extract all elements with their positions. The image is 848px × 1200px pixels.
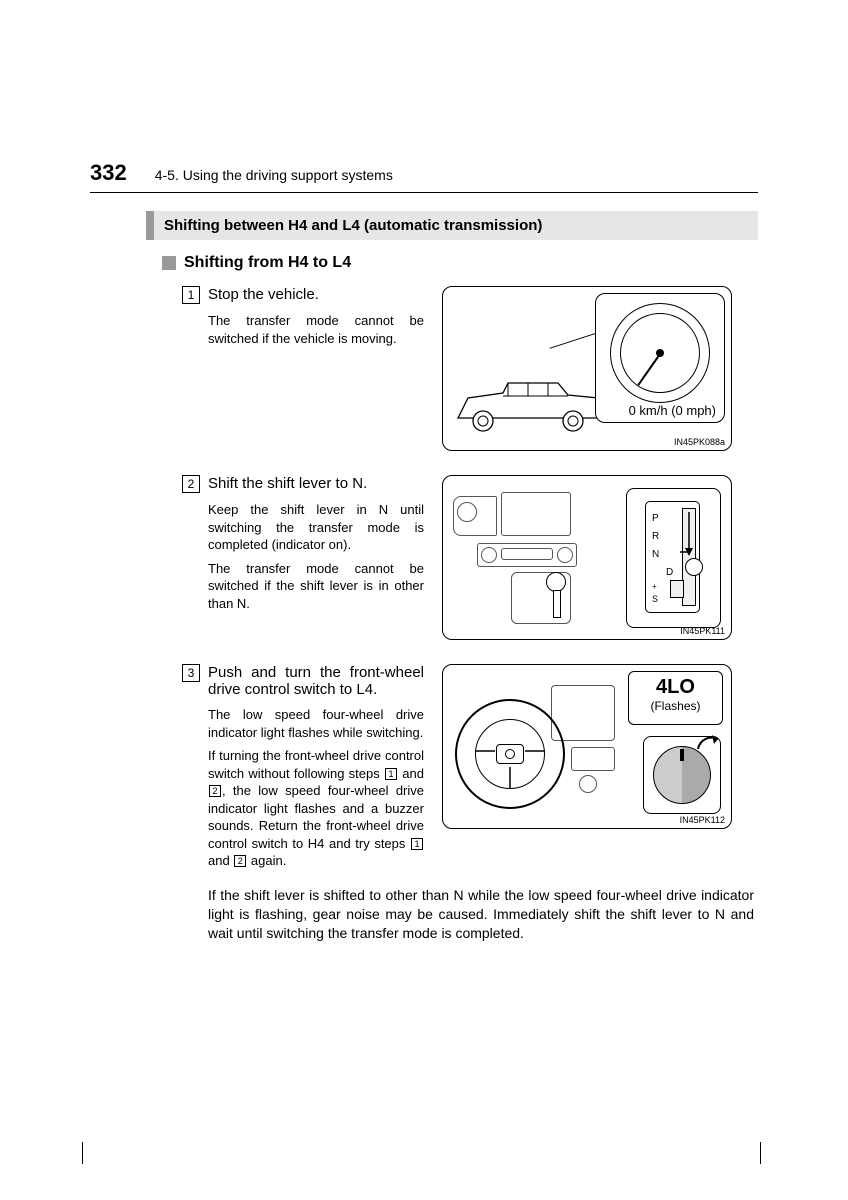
shift-arrow-icon (664, 508, 698, 564)
inline-step-ref: 1 (411, 838, 423, 850)
step-body: The transfer mode cannot be switched if … (208, 312, 424, 347)
step-title: Push and turn the front-wheel drive cont… (208, 664, 424, 698)
step-body-text: If turning the front-wheel drive control… (208, 747, 424, 870)
inline-step-ref: 2 (234, 855, 246, 867)
step-number-box: 3 (182, 664, 200, 682)
step-body-text: The transfer mode cannot be switched if … (208, 560, 424, 613)
4lo-label: 4LO (629, 676, 722, 699)
step-title: Shift the shift lever to N. (208, 475, 424, 492)
step-body-text: The transfer mode cannot be switched if … (208, 312, 424, 347)
shift-gate-diagram: P R N D + S (626, 488, 721, 628)
step-body: The low speed four-wheel drive indicator… (208, 706, 424, 870)
header-divider (90, 192, 758, 193)
closing-note: If the shift lever is shifted to other t… (208, 886, 754, 943)
step-text-column: 3 Push and turn the front-wheel drive co… (182, 664, 442, 876)
step-text-column: 1 Stop the vehicle. The transfer mode ca… (182, 286, 442, 451)
subheading-row: Shifting from H4 to L4 (162, 254, 758, 272)
step-1: 1 Stop the vehicle. The transfer mode ca… (182, 286, 758, 451)
figure-code: IN45PK088a (674, 437, 725, 447)
crop-mark-icon (82, 1142, 88, 1164)
page-number: 332 (90, 160, 127, 186)
figure-vehicle-speedometer: 0 km/h (0 mph) IN45PK088a (442, 286, 732, 451)
step-number-box: 2 (182, 475, 200, 493)
gate-s: S (652, 590, 673, 608)
figure-steering-4lo-dial: 4LO (Flashes) IN45PK112 (442, 664, 732, 829)
step-2: 2 Shift the shift lever to N. Keep the s… (182, 475, 758, 640)
truck-illustration (453, 363, 608, 438)
4lo-callout: 4LO (Flashes) (628, 671, 723, 725)
control-dial-callout (643, 736, 721, 814)
steering-illustration (451, 677, 621, 817)
steering-wheel-icon (455, 699, 565, 809)
section-title: Shifting between H4 and L4 (automatic tr… (146, 211, 758, 240)
dashboard-illustration (451, 488, 616, 628)
page-header: 332 4-5. Using the driving support syste… (90, 160, 758, 186)
step-body-text: The low speed four-wheel drive indicator… (208, 706, 424, 741)
shift-knob-icon (546, 572, 568, 620)
speed-label: 0 km/h (0 mph) (629, 403, 716, 418)
subheading: Shifting from H4 to L4 (184, 254, 351, 272)
step-body-text: Keep the shift lever in N until switchin… (208, 501, 424, 554)
speedometer-callout: 0 km/h (0 mph) (595, 293, 725, 423)
square-bullet-icon (162, 256, 176, 270)
step-3: 3 Push and turn the front-wheel drive co… (182, 664, 758, 876)
step-body: Keep the shift lever in N until switchin… (208, 501, 424, 612)
figure-code: IN45PK111 (680, 626, 725, 636)
step-text-column: 2 Shift the shift lever to N. Keep the s… (182, 475, 442, 640)
figure-code: IN45PK112 (680, 815, 725, 825)
figure-dashboard-shifter: P R N D + S IN45PK111 (442, 475, 732, 640)
gate-d: D (666, 564, 673, 582)
breadcrumb: 4-5. Using the driving support systems (155, 167, 393, 183)
inline-step-ref: 1 (385, 768, 397, 780)
inline-step-ref: 2 (209, 785, 221, 797)
crop-mark-icon (760, 1142, 766, 1164)
step-number-box: 1 (182, 286, 200, 304)
step-title: Stop the vehicle. (208, 286, 424, 303)
flashes-label: (Flashes) (629, 699, 722, 713)
speedometer-dial (610, 303, 710, 403)
manual-page: 332 4-5. Using the driving support syste… (0, 0, 848, 943)
turn-arrow-icon (694, 729, 724, 759)
gate-knob-icon (685, 558, 703, 576)
